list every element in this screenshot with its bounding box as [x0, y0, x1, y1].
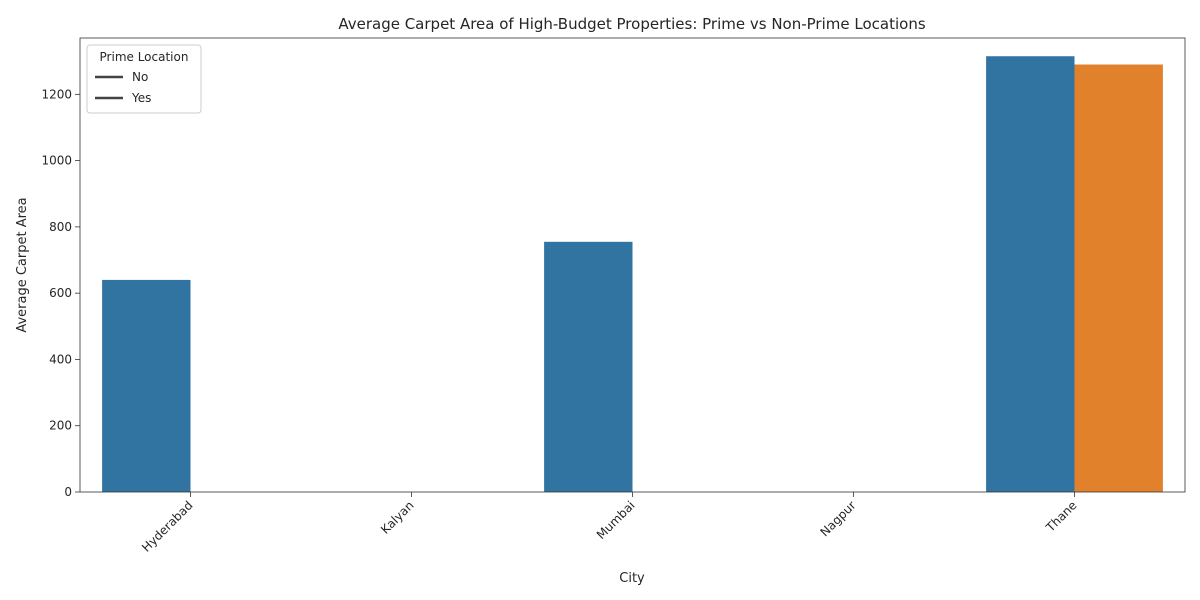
x-tick-label-nagpur: Nagpur	[818, 498, 859, 539]
bars-group	[102, 56, 1163, 492]
plot-frame	[79, 37, 1186, 493]
bar-thane-no	[986, 56, 1075, 492]
x-tick-label-hyderabad: Hyderabad	[139, 498, 196, 555]
x-tick-label-mumbai: Mumbai	[594, 498, 638, 542]
y-tick-label: 200	[49, 419, 72, 433]
y-tick-label: 1200	[41, 87, 72, 101]
x-axis: Hyderabad Kalyan Mumbai Nagpur Thane	[139, 492, 1080, 555]
y-tick-label: 1000	[41, 154, 72, 168]
bar-thane-yes	[1074, 64, 1163, 492]
y-tick-label: 800	[49, 220, 72, 234]
x-tick-label-kalyan: Kalyan	[378, 498, 416, 536]
legend-label-yes: Yes	[131, 91, 151, 105]
x-tick-label-thane: Thane	[1043, 498, 1080, 535]
x-axis-label: City	[619, 571, 645, 586]
y-tick-label: 400	[49, 352, 72, 366]
bar-mumbai-no	[544, 241, 633, 492]
y-axis: 0 200 400 600 800 1000 1200	[41, 87, 80, 499]
legend: Prime Location No Yes	[86, 44, 202, 114]
legend-box	[86, 44, 202, 114]
chart-title: Average Carpet Area of High-Budget Prope…	[338, 15, 925, 33]
legend-title: Prime Location	[100, 50, 189, 64]
legend-label-no: No	[132, 70, 148, 84]
bar-hyderabad-no	[102, 279, 191, 492]
y-tick-label: 0	[64, 485, 72, 499]
y-axis-label: Average Carpet Area	[15, 197, 30, 332]
y-tick-label: 600	[49, 286, 72, 300]
